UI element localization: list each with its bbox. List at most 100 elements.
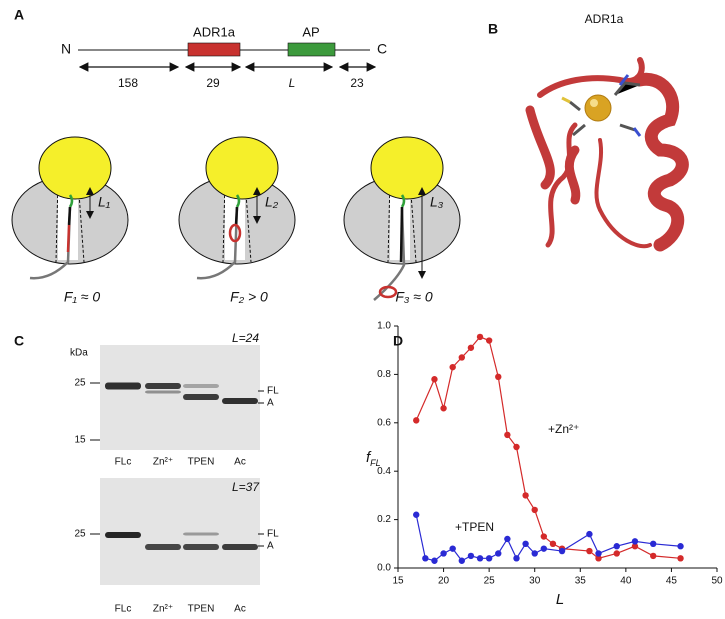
data-point [522,492,529,499]
gel [100,345,260,450]
marker-label: 25 [74,529,86,540]
series-line [415,336,681,559]
y-tick-label: 0.4 [377,466,391,477]
unit-label: kDa [70,348,88,359]
marker-label: 15 [74,435,86,446]
data-point [431,376,438,383]
data-point [595,550,602,557]
gel-band [145,390,181,394]
y-tick-label: 0.0 [377,563,391,574]
y-label-sub: FL [370,458,381,468]
data-point [504,535,511,543]
ap-box [287,42,336,57]
data-point [440,550,447,557]
panel-title: ADR1a [585,12,624,26]
nascent-black [399,206,404,263]
data-point [677,543,684,550]
data-point [485,555,493,562]
gel [100,478,260,585]
lane-label: Ac [234,457,246,468]
length-label: 29 [206,76,220,90]
gel-band [105,532,141,538]
data-point [476,555,484,562]
force-label: F₃ ≈ 0 [395,289,433,305]
gel-band [183,394,219,400]
domain-label: AP [302,24,319,39]
tunnel [55,179,85,263]
nascent-black [234,206,239,226]
gel-title: L=24 [232,331,259,345]
annotation: +TPEN [455,520,494,534]
x-tick-label: 25 [484,576,496,587]
data-point [631,538,639,545]
gel-band [183,544,219,550]
y-tick-label: 0.2 [377,514,391,525]
x-tick-label: 15 [392,576,404,587]
y-tick-label: 0.8 [377,369,391,380]
data-point [531,550,538,557]
data-point [650,540,657,547]
gel-band [183,384,219,388]
x-tick-label: 30 [529,576,541,587]
lane-label: TPEN [188,457,215,468]
data-point [613,550,620,557]
panel-label: A [14,7,24,23]
data-point [549,540,557,547]
lane-label: Zn²⁺ [153,604,173,615]
protein-structure [525,57,689,252]
data-point [613,543,620,550]
length-label: L [289,76,296,90]
adr1a-box [187,42,241,57]
lane-label: Ac [234,604,246,615]
data-point [540,545,548,552]
x-tick-label: 45 [666,576,678,587]
x-axis-label: L [556,591,564,608]
data-point [495,550,502,557]
y-axis-label: fFL [366,449,381,468]
band-label: A [267,541,274,552]
force-label: F₁ ≈ 0 [64,289,100,305]
x-tick-label: 50 [711,576,723,587]
annotation: +Zn²⁺ [548,422,579,436]
data-point [513,443,520,451]
gel-title: L=37 [232,480,260,494]
data-point [449,363,456,371]
gel-band [145,383,181,389]
length-label: 23 [350,76,364,90]
band-label: FL [267,386,279,397]
data-point [467,344,475,351]
nascent-chain [29,206,72,280]
tunnel-label: L₂ [265,194,279,210]
ribosome-small [38,136,112,200]
series-line [415,514,681,562]
force-label: F₂ > 0 [230,289,268,305]
data-point [650,552,657,560]
lane-label: FLc [115,457,132,468]
data-point [485,337,493,344]
ribosome-small [370,136,444,200]
data-point [522,540,529,547]
data-point [467,552,475,560]
lane-label: Zn²⁺ [153,457,173,468]
y-tick-label: 0.6 [377,417,391,428]
nascent-ap [235,194,241,208]
x-tick-label: 35 [575,576,587,587]
data-point [540,533,548,540]
data-point [677,555,684,562]
tunnel-label: L₃ [430,194,444,210]
tunnel [387,179,417,263]
data-point [431,557,438,564]
adr1a-unfolded [66,224,71,253]
nascent-black [67,206,72,226]
nascent-ap [68,194,74,208]
gel-band [145,544,181,550]
data-point [422,555,429,562]
tunnel [222,179,252,263]
data-point [440,405,447,412]
data-point [413,417,420,424]
adr1a-folded [228,223,242,243]
zinc-site [561,74,642,137]
tunnel-label: L₁ [98,194,111,210]
y-tick-label: 1.0 [377,321,391,332]
